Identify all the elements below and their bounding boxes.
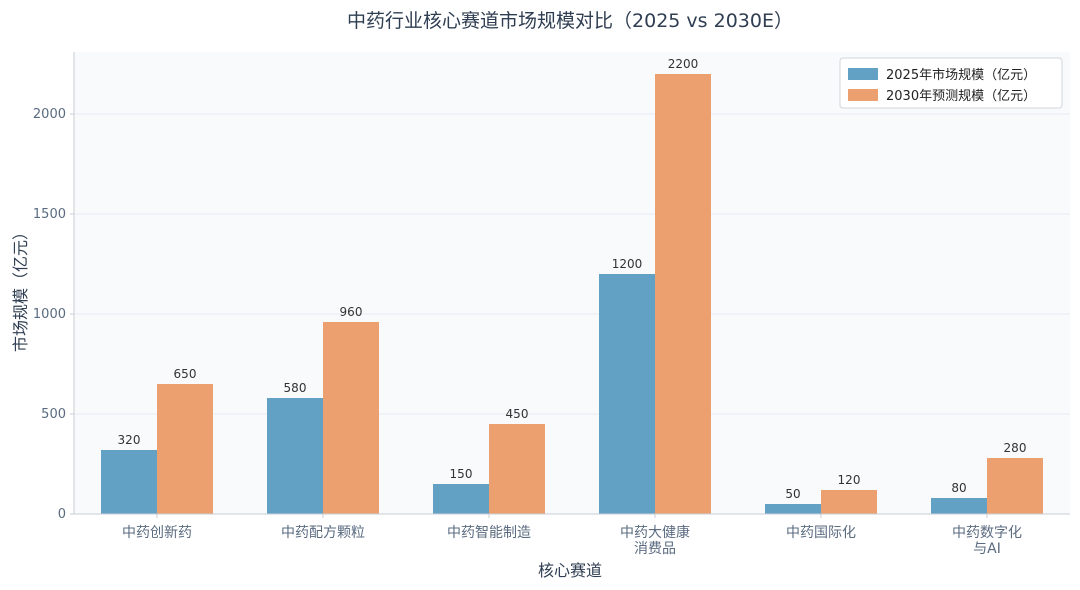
data-label: 50 — [785, 487, 800, 501]
bar-2030 — [323, 322, 379, 514]
y-tick-label: 2000 — [33, 107, 66, 122]
data-label: 1200 — [612, 257, 643, 271]
data-label: 960 — [340, 305, 363, 319]
bar-2030 — [157, 384, 213, 514]
chart-title: 中药行业核心赛道市场规模对比（2025 vs 2030E） — [347, 10, 793, 32]
legend-label: 2030年预测规模（亿元） — [886, 89, 1036, 104]
y-axis-label: 市场规模（亿元） — [11, 224, 30, 352]
legend-swatch — [848, 89, 878, 101]
y-tick-label: 1000 — [33, 307, 66, 322]
bar-2025 — [267, 398, 323, 514]
category-label: 中药智能制造 — [447, 525, 531, 541]
bar-2030 — [655, 74, 711, 514]
legend-box — [839, 57, 1063, 109]
bar-2025 — [931, 498, 987, 514]
bar-2025 — [101, 450, 157, 514]
legend: 2025年市场规模（亿元） 2030年预测规模（亿元） — [839, 57, 1063, 109]
bars: 320 650 580 960 150 450 1200 2200 50 120 80 280 — [101, 57, 1043, 514]
data-label: 650 — [174, 367, 197, 381]
data-label: 280 — [1004, 441, 1027, 455]
category-label: 中药数字化 — [952, 525, 1022, 541]
data-label: 150 — [450, 467, 473, 481]
category-label: 中药大健康 — [620, 524, 690, 541]
data-label: 580 — [284, 381, 307, 395]
plot-area — [74, 52, 1070, 514]
category-label: 中药创新药 — [122, 525, 192, 541]
y-tick-label: 0 — [58, 507, 66, 522]
bar-2025 — [765, 504, 821, 514]
y-tick-label: 1500 — [33, 207, 66, 222]
category-label: 消费品 — [634, 541, 676, 557]
axes — [73, 52, 1070, 515]
data-label: 80 — [951, 481, 966, 495]
x-axis-label: 核心赛道 — [538, 561, 602, 580]
y-tick-labels: 0 500 1000 1500 2000 — [33, 107, 66, 522]
data-label: 450 — [506, 407, 529, 421]
legend-label: 2025年市场规模（亿元） — [886, 67, 1036, 83]
legend-swatch — [848, 68, 878, 80]
data-label: 320 — [118, 433, 141, 447]
bar-2030 — [821, 490, 877, 514]
bar-2025 — [599, 274, 655, 514]
bar-2030 — [987, 458, 1043, 514]
category-label: 与AI — [973, 541, 1001, 557]
category-label: 中药配方颗粒 — [281, 525, 365, 541]
data-label: 120 — [838, 473, 861, 487]
bar-2025 — [433, 484, 489, 514]
category-label: 中药国际化 — [786, 525, 856, 541]
data-label: 2200 — [668, 57, 699, 71]
bar-2030 — [489, 424, 545, 514]
y-tick-label: 500 — [41, 407, 66, 422]
